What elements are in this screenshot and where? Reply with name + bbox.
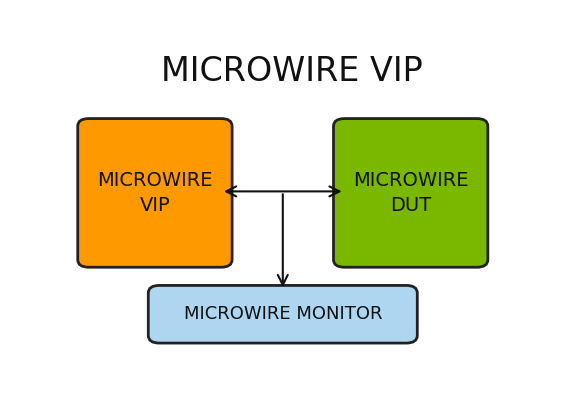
FancyBboxPatch shape: [78, 119, 232, 267]
Text: MICROWIRE MONITOR: MICROWIRE MONITOR: [184, 305, 382, 323]
Text: MICROWIRE VIP: MICROWIRE VIP: [160, 55, 423, 88]
Text: MICROWIRE
DUT: MICROWIRE DUT: [353, 171, 468, 215]
FancyBboxPatch shape: [149, 285, 417, 343]
Text: MICROWIRE
VIP: MICROWIRE VIP: [97, 171, 213, 215]
FancyBboxPatch shape: [333, 119, 488, 267]
